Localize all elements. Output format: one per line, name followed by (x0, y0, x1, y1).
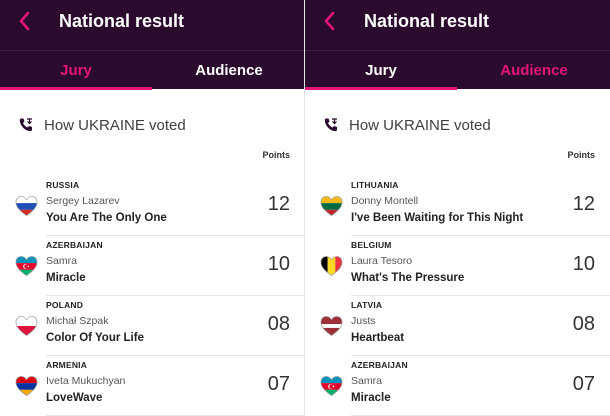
artist-name: Donny Montell (351, 195, 419, 207)
heart-flag-icon (15, 196, 38, 216)
song-title: You Are The Only One (46, 212, 167, 224)
result-row[interactable]: RUSSIA Sergey Lazarev You Are The Only O… (0, 176, 305, 236)
points-value: 12 (572, 193, 595, 215)
app-header: National result Jury Audience (305, 0, 610, 90)
points-value: 12 (267, 193, 290, 215)
active-tab-indicator (305, 87, 457, 90)
heart-flag-icon (15, 316, 38, 336)
song-title: Miracle (351, 392, 391, 404)
song-title: Miracle (46, 272, 86, 284)
artist-name: Michał Szpak (46, 315, 109, 327)
row-divider (46, 355, 305, 356)
row-divider (351, 235, 610, 236)
heart-flag-icon (320, 196, 343, 216)
song-title: Heartbeat (351, 332, 405, 344)
row-divider (46, 295, 305, 296)
back-button[interactable] (317, 9, 341, 33)
vote-heading: How UKRAINE voted (18, 114, 298, 136)
tab-audience[interactable]: Audience (195, 62, 263, 79)
country-name: LATVIA (351, 300, 383, 310)
heart-flag-icon (15, 256, 38, 276)
right-screen: National result Jury Audience How UKRAIN… (305, 0, 610, 416)
heart-flag-icon (320, 256, 343, 276)
song-title: Color Of Your Life (46, 332, 144, 344)
song-title: What's The Pressure (351, 272, 465, 284)
chevron-left-icon (324, 11, 335, 31)
screen-divider (304, 0, 305, 416)
chevron-left-icon (19, 11, 30, 31)
artist-name: Samra (351, 375, 382, 387)
artist-name: Sergey Lazarev (46, 195, 120, 207)
artist-name: Justs (351, 315, 376, 327)
artist-name: Iveta Mukuchyan (46, 375, 126, 387)
points-value: 08 (572, 313, 595, 335)
country-name: ARMENIA (46, 360, 88, 370)
page-title: National result (59, 11, 185, 31)
points-value: 07 (572, 373, 595, 395)
vote-heading-text: How UKRAINE voted (44, 116, 186, 134)
points-column-header: Points (262, 150, 290, 160)
left-screen: National result Jury Audience How UKRAIN… (0, 0, 305, 416)
country-name: AZERBAIJAN (46, 240, 103, 250)
points-value: 10 (267, 253, 290, 275)
heart-flag-icon (320, 376, 343, 396)
country-name: AZERBAIJAN (351, 360, 408, 370)
active-tab-indicator (0, 87, 152, 90)
heart-flag-icon (320, 316, 343, 336)
tab-audience[interactable]: Audience (500, 62, 568, 79)
song-title: LoveWave (46, 392, 103, 404)
artist-name: Laura Tesoro (351, 255, 413, 267)
country-name: BELGIUM (351, 240, 392, 250)
page-title: National result (364, 11, 490, 31)
result-row[interactable]: AZERBAIJAN Samra Miracle 10 (0, 236, 305, 296)
tab-jury[interactable]: Jury (60, 62, 92, 79)
row-divider (351, 355, 610, 356)
vote-heading-text: How UKRAINE voted (349, 116, 491, 134)
heart-flag-icon (15, 376, 38, 396)
artist-name: Samra (46, 255, 77, 267)
points-value: 10 (572, 253, 595, 275)
row-divider (351, 295, 610, 296)
country-name: POLAND (46, 300, 84, 310)
points-value: 07 (267, 373, 290, 395)
result-row[interactable]: LATVIA Justs Heartbeat 08 (305, 296, 610, 356)
points-value: 08 (267, 313, 290, 335)
country-name: RUSSIA (46, 180, 80, 190)
result-row[interactable]: POLAND Michał Szpak Color Of Your Life 0… (0, 296, 305, 356)
phone-icon (19, 118, 32, 132)
vote-heading: How UKRAINE voted (323, 114, 603, 136)
row-divider (46, 235, 305, 236)
result-row[interactable]: AZERBAIJAN Samra Miracle 07 (305, 356, 610, 416)
tab-bar: Jury Audience (0, 50, 305, 90)
back-button[interactable] (12, 9, 36, 33)
country-name: LITHUANIA (351, 180, 399, 190)
phone-icon (324, 118, 337, 132)
app-header: National result Jury Audience (0, 0, 305, 90)
points-column-header: Points (567, 150, 595, 160)
result-row[interactable]: LITHUANIA Donny Montell I've Been Waitin… (305, 176, 610, 236)
tab-bar: Jury Audience (305, 50, 610, 90)
result-row[interactable]: BELGIUM Laura Tesoro What's The Pressure… (305, 236, 610, 296)
tab-jury[interactable]: Jury (365, 62, 397, 79)
result-row[interactable]: ARMENIA Iveta Mukuchyan LoveWave 07 (0, 356, 305, 416)
song-title: I've Been Waiting for This Night (351, 212, 524, 224)
